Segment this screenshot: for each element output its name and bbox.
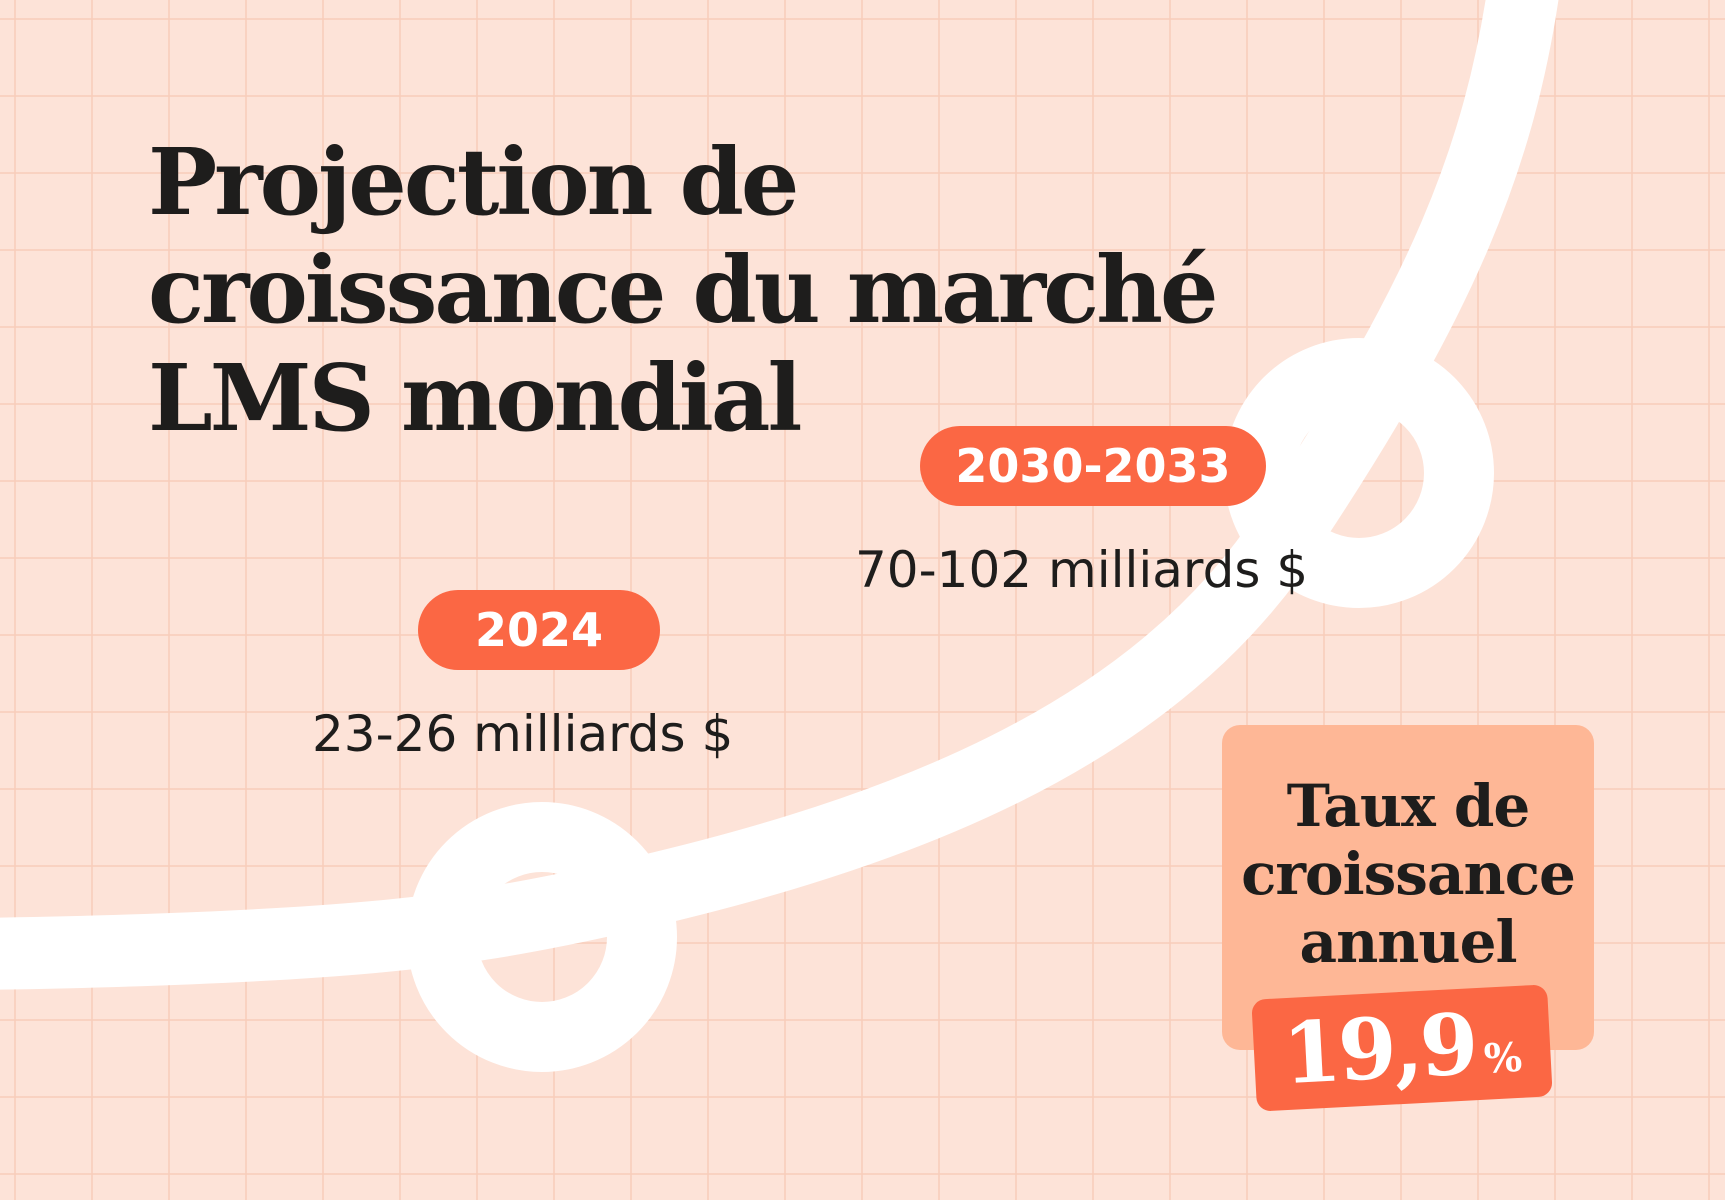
growth-rate-label: Taux de croissance annuel [1222, 772, 1594, 976]
growth-rate-label-line: croissance [1241, 840, 1576, 908]
growth-rate-label-line: Taux de [1286, 772, 1531, 840]
amount-label-2024: 23-26 milliards $ [312, 705, 734, 763]
milestone-marker-2024 [407, 802, 677, 1072]
growth-rate-label-line: annuel [1299, 908, 1517, 976]
growth-rate-badge: 19,9% [1251, 984, 1553, 1112]
title-line: Projection de [148, 128, 799, 236]
year-badge-2030-2033: 2030-2033 [920, 426, 1266, 506]
growth-rate-value: 19,9 [1280, 994, 1478, 1104]
year-badge-2024: 2024 [418, 590, 660, 670]
page-title: Projection de croissance du marché LMS m… [148, 128, 1219, 452]
growth-curve-line [0, 0, 1559, 990]
title-line: LMS mondial [148, 344, 802, 452]
title-line: croissance du marché [148, 236, 1219, 344]
amount-label-2030-2033: 70-102 milliards $ [855, 541, 1309, 599]
growth-rate-unit: % [1482, 1033, 1524, 1083]
